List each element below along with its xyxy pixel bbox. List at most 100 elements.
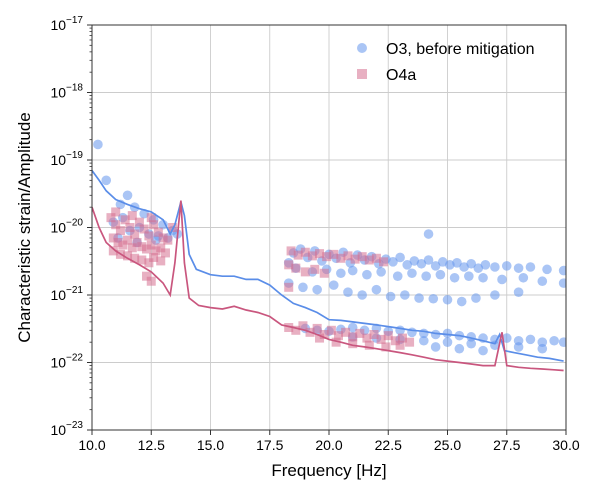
data-point bbox=[542, 264, 552, 275]
data-point bbox=[395, 340, 405, 350]
x-tick-label: 22.5 bbox=[375, 437, 402, 453]
data-point bbox=[158, 233, 168, 243]
data-point bbox=[120, 215, 130, 225]
data-point bbox=[132, 237, 142, 247]
data-point bbox=[333, 331, 343, 341]
data-point bbox=[347, 322, 358, 333]
data-point bbox=[371, 284, 382, 295]
data-point bbox=[397, 333, 407, 343]
data-point bbox=[153, 227, 163, 237]
data-point bbox=[144, 258, 154, 268]
series-2 bbox=[92, 170, 564, 362]
data-point bbox=[149, 220, 159, 230]
data-point bbox=[343, 251, 353, 261]
y-tick-base: 10 bbox=[50, 85, 66, 101]
data-point bbox=[414, 293, 424, 303]
x-tick-label: 20.0 bbox=[315, 437, 342, 453]
data-point bbox=[452, 257, 462, 268]
data-point bbox=[357, 252, 367, 262]
data-point bbox=[549, 335, 559, 346]
y-tick-base: 10 bbox=[50, 17, 66, 33]
data-point bbox=[130, 229, 140, 239]
data-point bbox=[322, 252, 332, 262]
data-point bbox=[537, 343, 548, 354]
series-line bbox=[92, 170, 564, 362]
data-point bbox=[419, 335, 429, 346]
data-point bbox=[362, 333, 372, 343]
data-point bbox=[151, 246, 161, 256]
data-point bbox=[146, 213, 156, 223]
data-point bbox=[312, 323, 322, 333]
data-point bbox=[336, 268, 346, 279]
data-point bbox=[163, 235, 173, 245]
x-tick-label: 25.0 bbox=[434, 437, 461, 453]
y-tick-label: 10−18 bbox=[50, 83, 83, 101]
data-point bbox=[142, 244, 152, 254]
data-point bbox=[435, 269, 446, 280]
legend-marker bbox=[357, 43, 367, 53]
data-point bbox=[137, 242, 147, 252]
data-point bbox=[428, 293, 439, 304]
data-point bbox=[144, 231, 154, 241]
data-point bbox=[454, 343, 465, 354]
data-point bbox=[430, 261, 441, 271]
data-point bbox=[390, 336, 400, 346]
data-point bbox=[381, 342, 391, 352]
data-point bbox=[449, 272, 460, 283]
legend-item: O4a bbox=[357, 67, 416, 84]
data-point bbox=[430, 342, 441, 352]
data-point bbox=[466, 338, 477, 349]
data-point bbox=[115, 226, 125, 236]
data-point bbox=[421, 271, 431, 281]
data-point bbox=[123, 251, 133, 261]
data-point bbox=[93, 139, 103, 150]
data-point bbox=[134, 217, 144, 227]
data-point bbox=[108, 246, 118, 256]
data-point bbox=[130, 253, 140, 263]
series-0 bbox=[93, 139, 566, 356]
data-point bbox=[416, 258, 427, 269]
data-point bbox=[291, 325, 301, 335]
legend-label: O3, before mitigation bbox=[386, 41, 535, 58]
data-point bbox=[146, 240, 156, 250]
data-point bbox=[513, 287, 524, 298]
data-point bbox=[471, 293, 481, 303]
data-point bbox=[284, 323, 294, 333]
data-point bbox=[160, 248, 170, 258]
data-point bbox=[456, 296, 467, 307]
data-point bbox=[513, 342, 524, 352]
data-point bbox=[156, 256, 166, 266]
y-tick-base: 10 bbox=[50, 220, 66, 236]
data-point bbox=[364, 255, 374, 265]
data-point bbox=[442, 328, 453, 339]
data-point bbox=[383, 331, 393, 341]
x-axis-label: Frequency [Hz] bbox=[271, 461, 386, 480]
data-point bbox=[405, 337, 415, 347]
data-point bbox=[501, 261, 512, 271]
data-point bbox=[490, 290, 500, 300]
y-axis-label: Characteristic strain/Amplitude bbox=[15, 112, 34, 343]
y-tick-label: 10−23 bbox=[50, 420, 83, 438]
y-tick-label: 10−22 bbox=[50, 353, 83, 371]
data-point bbox=[146, 276, 156, 286]
legend-item: O3, before mitigation bbox=[357, 41, 535, 58]
data-point bbox=[111, 207, 121, 217]
data-point bbox=[558, 278, 566, 288]
data-point bbox=[558, 337, 566, 347]
data-point bbox=[497, 274, 507, 285]
data-point bbox=[307, 251, 317, 261]
data-point bbox=[326, 325, 336, 335]
y-tick-base: 10 bbox=[50, 422, 66, 438]
data-point bbox=[315, 333, 325, 343]
x-tick-label: 10.0 bbox=[78, 437, 105, 453]
data-point bbox=[478, 345, 488, 356]
data-point bbox=[478, 272, 488, 283]
data-point bbox=[300, 267, 310, 277]
x-tick-label: 30.0 bbox=[552, 437, 579, 453]
plot-area bbox=[92, 139, 566, 372]
data-point bbox=[310, 264, 320, 274]
series-1 bbox=[106, 207, 415, 352]
data-point bbox=[385, 291, 396, 302]
data-point bbox=[286, 246, 296, 256]
data-point bbox=[364, 340, 374, 350]
